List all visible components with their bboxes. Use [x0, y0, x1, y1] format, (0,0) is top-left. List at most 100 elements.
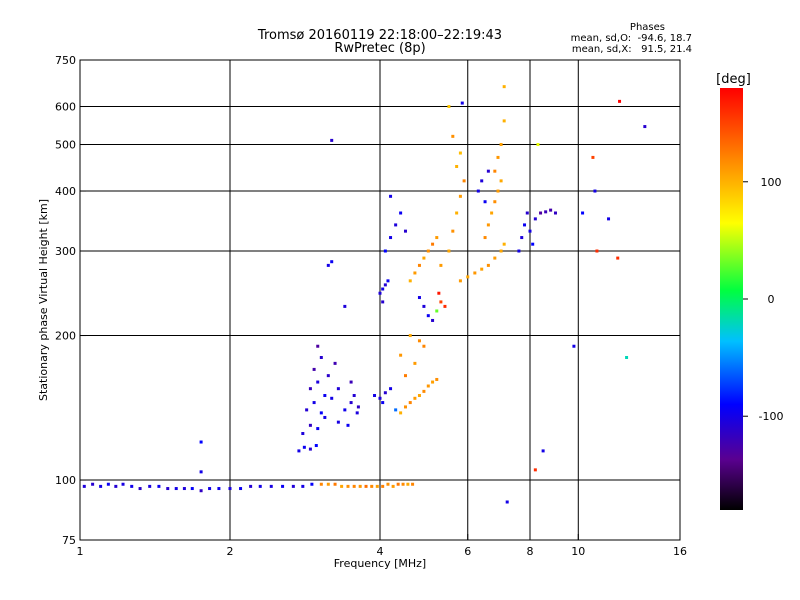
data-point	[316, 380, 320, 384]
data-point	[476, 189, 480, 193]
data-point	[401, 482, 405, 486]
data-point	[422, 256, 426, 260]
data-point	[480, 267, 484, 271]
data-point	[310, 482, 314, 486]
data-point	[595, 249, 599, 253]
data-point	[439, 263, 443, 267]
data-point	[408, 279, 412, 283]
data-point	[381, 484, 385, 488]
data-point	[451, 229, 455, 233]
data-point	[381, 287, 385, 291]
data-point	[480, 179, 484, 183]
chart-subtitle: RwPretec (8p)	[334, 41, 426, 56]
data-point	[326, 263, 330, 267]
data-point	[431, 318, 435, 322]
data-point	[408, 401, 412, 405]
data-point	[383, 283, 387, 287]
data-point	[496, 189, 500, 193]
data-point	[544, 210, 548, 214]
data-point	[399, 211, 403, 215]
data-point	[426, 249, 430, 253]
data-point	[319, 355, 323, 359]
data-point	[330, 396, 334, 400]
data-point	[502, 242, 506, 246]
data-point	[199, 470, 203, 474]
data-point	[394, 408, 398, 412]
data-point	[352, 394, 356, 398]
data-point	[326, 374, 330, 378]
data-point	[462, 179, 466, 183]
data-point	[381, 401, 385, 405]
data-point	[312, 367, 316, 371]
data-point	[308, 387, 312, 391]
data-point	[333, 361, 337, 365]
data-point	[349, 401, 353, 405]
data-point	[349, 380, 353, 384]
data-point	[406, 482, 410, 486]
data-point	[157, 484, 161, 488]
data-point	[217, 487, 221, 491]
data-point	[314, 444, 318, 448]
data-point	[531, 242, 535, 246]
data-point	[319, 411, 323, 415]
data-point	[422, 304, 426, 308]
data-point	[281, 484, 285, 488]
data-point	[399, 353, 403, 357]
data-point	[458, 279, 462, 283]
data-point	[499, 249, 503, 253]
data-point	[460, 101, 464, 105]
data-point	[413, 396, 417, 400]
data-point	[483, 200, 487, 204]
data-point	[426, 314, 430, 318]
data-point	[422, 344, 426, 348]
data-point	[91, 482, 95, 486]
data-point	[502, 85, 506, 89]
y-tick-label: 100	[55, 474, 76, 487]
data-point	[391, 484, 395, 488]
data-point	[352, 484, 356, 488]
data-point	[182, 487, 186, 491]
data-point	[301, 432, 305, 436]
data-point	[493, 169, 497, 173]
data-point	[486, 263, 490, 267]
data-points	[82, 85, 647, 504]
data-point	[148, 484, 152, 488]
data-point	[228, 487, 232, 491]
data-point	[199, 489, 203, 493]
chart-title: Tromsø 20160119 22:18:00–22:19:43	[257, 28, 503, 43]
data-point	[199, 440, 203, 444]
data-point	[316, 427, 320, 431]
x-tick-label: 6	[464, 545, 471, 558]
data-point	[505, 500, 509, 504]
y-tick-label: 300	[55, 245, 76, 258]
y-tick-label: 750	[55, 54, 76, 67]
data-point	[458, 151, 462, 155]
data-point	[439, 300, 443, 304]
data-point	[618, 99, 622, 103]
data-point	[340, 484, 344, 488]
data-point	[114, 484, 118, 488]
data-point	[291, 484, 295, 488]
y-axis-label: Stationary phase Virtual Height [km]	[37, 199, 50, 401]
data-point	[447, 249, 451, 253]
data-point	[358, 484, 362, 488]
data-point	[431, 380, 435, 384]
data-point	[528, 229, 532, 233]
data-point	[525, 211, 529, 215]
x-tick-label: 10	[571, 545, 585, 558]
data-point	[403, 405, 407, 409]
data-point	[386, 279, 390, 283]
data-point	[408, 334, 412, 338]
data-point	[305, 408, 309, 412]
data-point	[82, 484, 86, 488]
data-point	[343, 408, 347, 412]
data-point	[517, 249, 521, 253]
data-point	[455, 164, 459, 168]
data-point	[336, 387, 340, 391]
grid-lines	[80, 60, 680, 540]
data-point	[499, 179, 503, 183]
data-point	[343, 304, 347, 308]
data-point	[319, 482, 323, 486]
data-point	[190, 487, 194, 491]
